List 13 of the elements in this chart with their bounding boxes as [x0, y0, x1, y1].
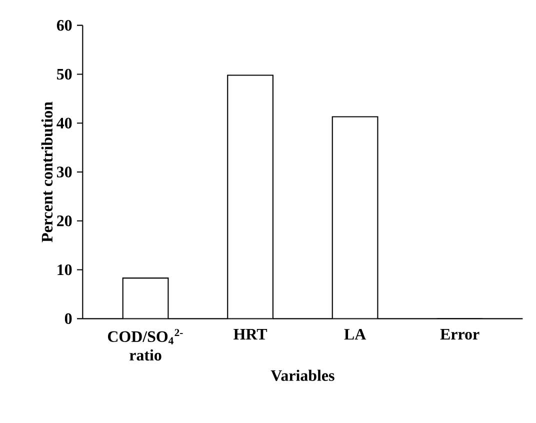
- y-axis-title: Percent contribution: [41, 102, 53, 242]
- y-tick-label: 60: [56, 20, 72, 31]
- y-tick-label: 10: [58, 264, 72, 276]
- y-tick-label: 50: [57, 69, 72, 80]
- x-tick-label: HRT: [234, 329, 268, 340]
- x-tick-label: LA: [344, 329, 366, 340]
- y-tick-label: 20: [57, 216, 72, 226]
- category-label: COD/SO$_{4}$2- ratio: [108, 329, 183, 361]
- y-tick-label: 40: [56, 118, 72, 129]
- y-tick-label: 0: [64, 313, 72, 324]
- x-axis-title: Variables: [270, 370, 334, 382]
- x-tick-label: Error: [440, 329, 480, 340]
- y-tick-label: 30: [56, 166, 72, 178]
